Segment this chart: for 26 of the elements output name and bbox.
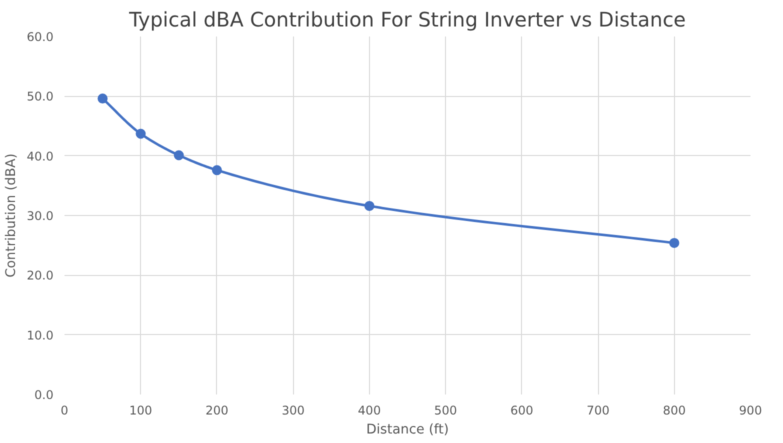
- x-tick-label: 100: [129, 404, 152, 418]
- x-axis-title: Distance (ft): [366, 422, 449, 438]
- y-tick-label: 40.0: [26, 149, 54, 164]
- y-tick-label: 20.0: [26, 268, 54, 283]
- x-tick-label: 800: [662, 404, 686, 418]
- x-tick-label: 300: [282, 404, 305, 418]
- point: [669, 238, 680, 248]
- point: [98, 94, 108, 104]
- point: [212, 165, 222, 176]
- y-tick-label: 50.0: [26, 90, 54, 104]
- y-tick-label: 10.0: [26, 328, 54, 342]
- point: [136, 128, 146, 139]
- y-axis-title: Contribution (dBA): [4, 153, 19, 278]
- x-tick-label: 400: [358, 404, 381, 418]
- x-tick-label: 0: [60, 404, 68, 418]
- x-tick-label: 700: [586, 404, 610, 418]
- x-tick-label: 500: [434, 404, 458, 418]
- x-tick-label: 200: [205, 404, 228, 418]
- y-tick-label: 60.0: [26, 30, 54, 44]
- point: [364, 200, 374, 211]
- y-tick-label: 30.0: [26, 209, 54, 223]
- x-tick-label: 600: [510, 404, 534, 418]
- chart-title: Typical dBA Contribution For String Inverter vs Distance: [128, 8, 686, 32]
- y-tick-label: 0.0: [34, 388, 54, 402]
- x-tick-label: 900: [739, 404, 762, 418]
- point: [174, 150, 184, 160]
